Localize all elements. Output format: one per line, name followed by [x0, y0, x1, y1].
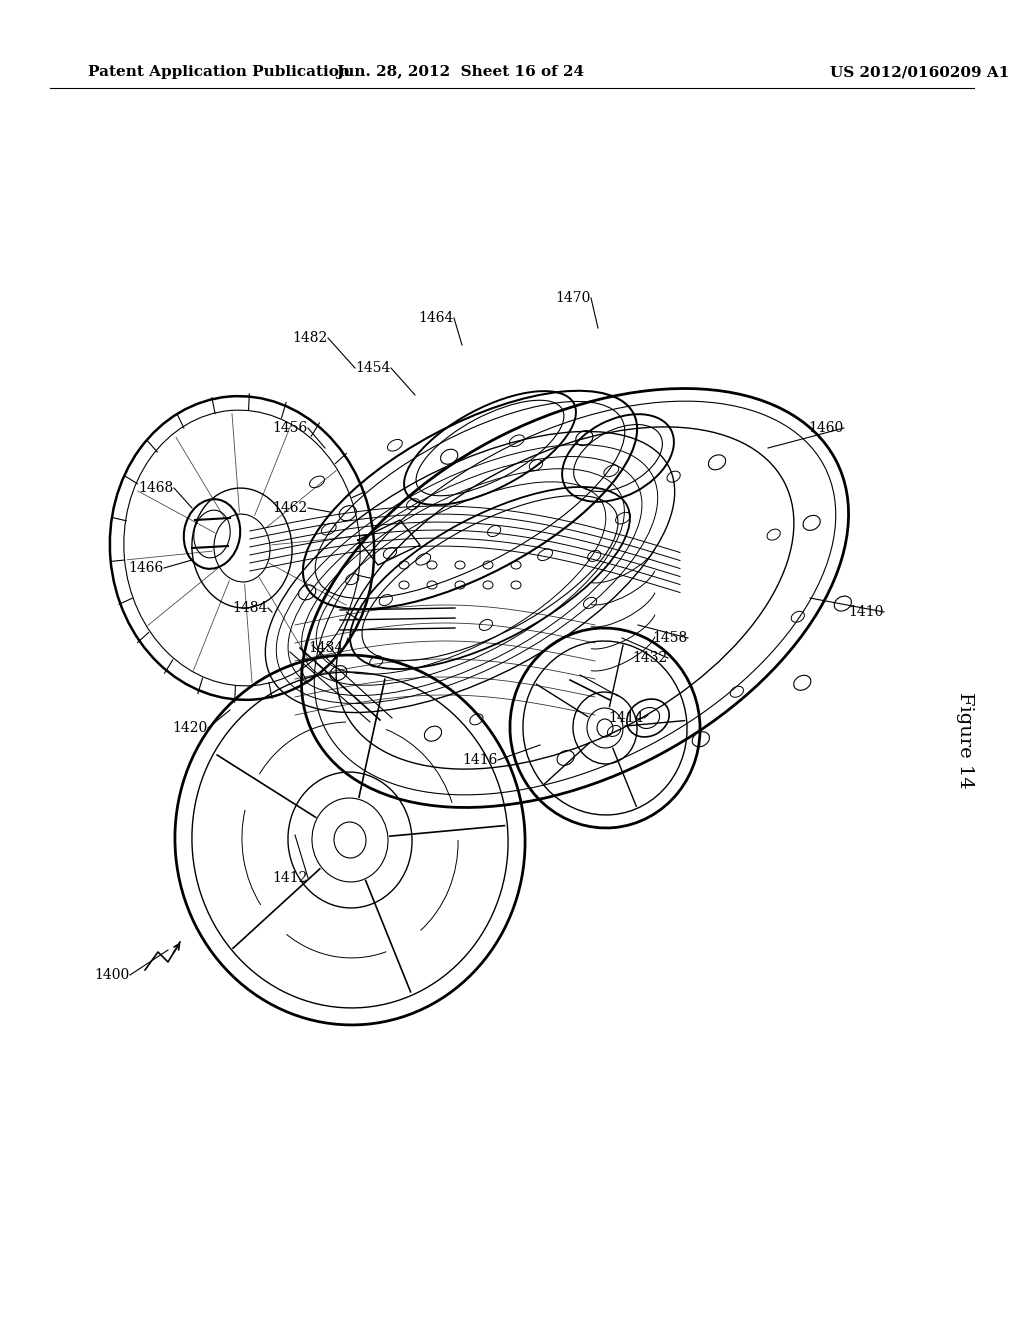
Text: 1410: 1410: [848, 605, 884, 619]
Text: US 2012/0160209 A1: US 2012/0160209 A1: [830, 65, 1010, 79]
Text: 1484: 1484: [232, 601, 267, 615]
Text: 1434: 1434: [308, 642, 343, 655]
Text: 1412: 1412: [272, 871, 307, 884]
Text: Patent Application Publication: Patent Application Publication: [88, 65, 350, 79]
Text: 1414: 1414: [608, 711, 643, 725]
Text: 1416: 1416: [462, 752, 498, 767]
Text: 1420: 1420: [172, 721, 207, 735]
Text: 1462: 1462: [272, 502, 307, 515]
Text: 1464: 1464: [418, 312, 454, 325]
Text: 1470: 1470: [555, 290, 591, 305]
Text: 1458: 1458: [652, 631, 687, 645]
Text: 1432: 1432: [632, 651, 668, 665]
Text: 1454: 1454: [355, 360, 390, 375]
Text: 1466: 1466: [128, 561, 163, 576]
Text: 1468: 1468: [138, 480, 173, 495]
Text: Jun. 28, 2012  Sheet 16 of 24: Jun. 28, 2012 Sheet 16 of 24: [336, 65, 584, 79]
Text: 1400: 1400: [94, 968, 129, 982]
Text: 1460: 1460: [808, 421, 843, 436]
Text: Figure 14: Figure 14: [956, 692, 974, 788]
Text: 1456: 1456: [272, 421, 307, 436]
Text: 1482: 1482: [292, 331, 328, 345]
